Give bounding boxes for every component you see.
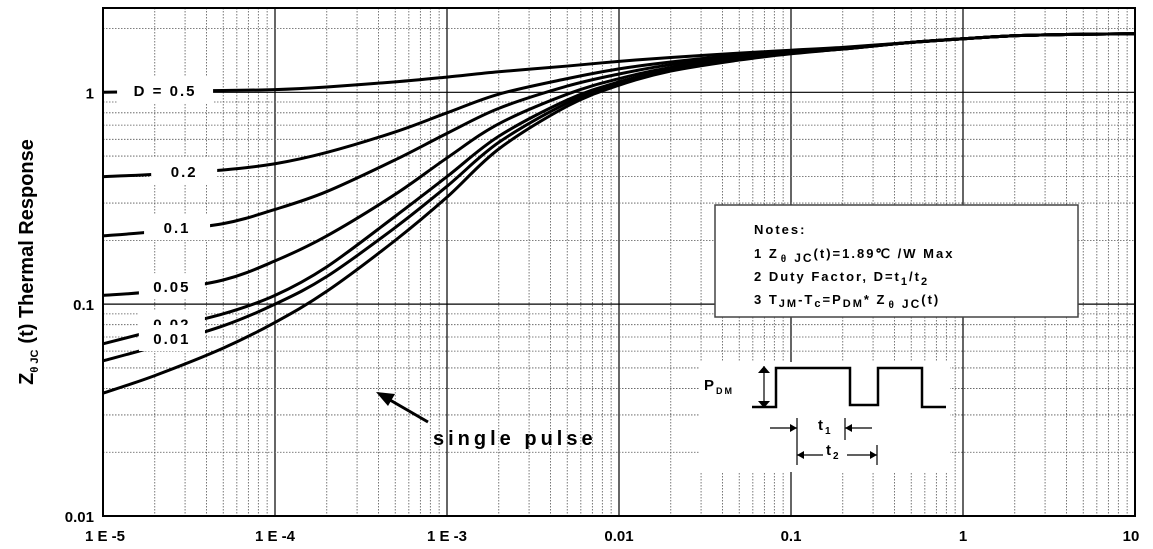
x-tick-label: 1 E -5: [85, 528, 125, 545]
t2-arrowhead-left: [797, 451, 804, 459]
pdm-label: PDM: [704, 377, 734, 396]
t2-arrowhead-right: [870, 451, 877, 459]
plot-frame: [102, 7, 1136, 517]
x-tick-label: 1 E -3: [427, 528, 467, 545]
x-tick-label: 0.1: [781, 528, 802, 545]
y-tick-label: 1: [86, 85, 94, 102]
t1-arrowhead-right: [845, 424, 852, 432]
duty-label-bg: [144, 214, 211, 241]
duty-label-bg: [117, 76, 214, 103]
y-label-z: Z: [16, 373, 38, 385]
y-axis-label: Zθ JC (t) Thermal Response: [16, 139, 41, 385]
duty-label: 0.05: [153, 279, 190, 296]
y-tick-labels: 0.01 0.1 1: [65, 85, 94, 526]
pulse-waveform: [752, 366, 946, 409]
svg-text:Zθ JC(t) Thermal Response: Zθ JC (t) Thermal Response: [16, 139, 41, 385]
notes-title: Notes:: [754, 222, 806, 237]
y-label-sub: θ JC: [29, 350, 41, 373]
y-tick-label: 0.01: [65, 509, 94, 526]
single-pulse-arrow-head: [376, 392, 395, 406]
x-tick-label: 1 E -4: [255, 528, 296, 545]
x-tick-label: 1: [959, 528, 967, 545]
y-tick-label: 0.1: [73, 297, 94, 314]
x-tick-labels: 1 E -5 1 E -4 1 E -3 0.01 0.1 1 10: [85, 528, 1139, 545]
x-tick-label: 0.01: [604, 528, 633, 545]
duty-label: D = 0.5: [134, 83, 197, 100]
duty-label: 0.01: [153, 331, 190, 348]
single-pulse-annotation: single pulse: [376, 392, 597, 450]
x-tick-label: 10: [1123, 528, 1140, 545]
duty-label-bg: [138, 325, 205, 352]
y-label-rest: (t) Thermal Response: [16, 139, 38, 343]
duty-label: 0.2: [171, 164, 198, 181]
single-pulse-label: single pulse: [433, 428, 597, 450]
t2-label-bg: [823, 444, 847, 464]
single-pulse-arrow-shaft: [389, 398, 429, 424]
t2-label: t2: [826, 442, 841, 462]
notes-box-frame: [714, 204, 1079, 318]
pdm-arrow-down: [758, 401, 770, 408]
curve-group: [102, 32, 1136, 395]
note-2: 2 Duty Factor, D=t1/t2: [754, 269, 929, 288]
curve-single-pulse: [102, 32, 1136, 395]
duty-labels: D = 0.50.20.10.050.020.01: [117, 76, 218, 352]
duty-label-bg: [151, 157, 218, 184]
duty-label-bg: [138, 273, 205, 300]
t1-arrowhead-left: [790, 424, 797, 432]
t1-label: t1: [818, 417, 833, 437]
duty-label: 0.1: [164, 220, 191, 237]
pdm-arrow-up: [758, 366, 770, 373]
pulse-diagram: PDM t1 t2: [700, 362, 950, 472]
